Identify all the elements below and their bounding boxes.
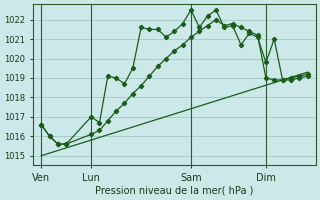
X-axis label: Pression niveau de la mer( hPa ): Pression niveau de la mer( hPa ) — [95, 186, 253, 196]
